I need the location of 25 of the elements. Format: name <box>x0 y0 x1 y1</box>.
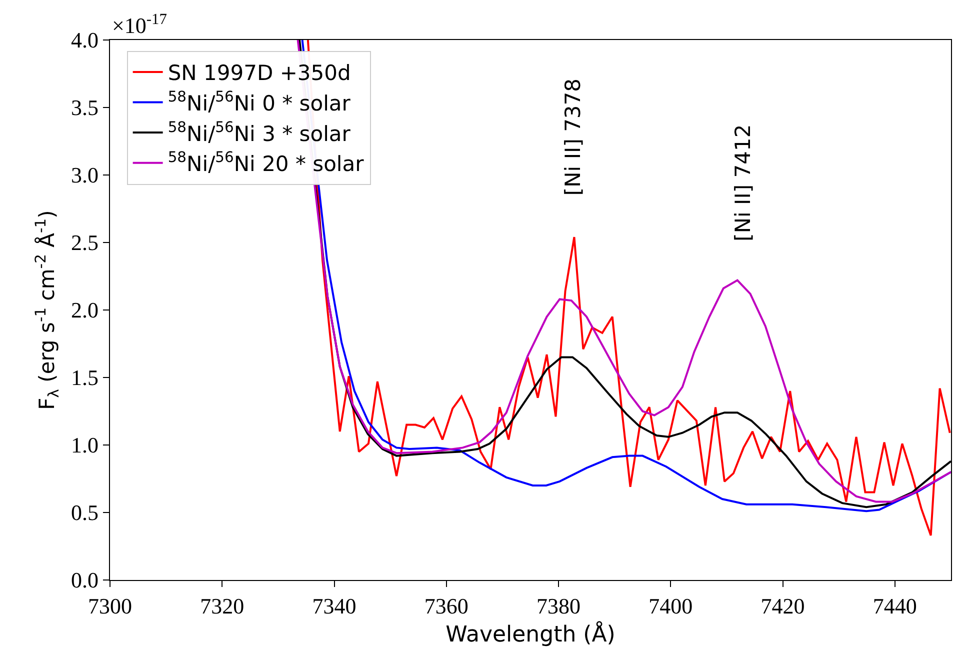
legend-label: $^{58}$Ni/$^{56}$Ni 3 * solar <box>168 118 351 146</box>
y-tick-label: 2.5 <box>71 230 98 256</box>
x-tick-label: 7320 <box>200 594 244 618</box>
x-tick-label: 7380 <box>536 594 581 618</box>
x-tick-label: 7440 <box>872 594 917 618</box>
y-tick-label: 1.5 <box>71 365 98 390</box>
x-tick-label: 7420 <box>760 594 805 618</box>
annotation: [Ni II] 7412 <box>731 124 756 242</box>
x-tick-label: 7400 <box>648 594 693 618</box>
y-tick-label: 2.0 <box>71 298 98 323</box>
y-tick-label: 3.5 <box>71 95 98 120</box>
legend-label: SN 1997D +350d <box>168 61 351 86</box>
y-tick-label: 1.0 <box>71 432 98 458</box>
annotation: [Ni II] 7378 <box>561 78 586 196</box>
text: ×10$^{-17}$ <box>112 11 168 38</box>
x-tick-label: 7340 <box>312 594 356 618</box>
y-tick-label: 3.0 <box>71 162 98 188</box>
y-tick-label: 4.0 <box>71 28 98 53</box>
legend-label: $^{58}$Ni/$^{56}$Ni 0 * solar <box>168 88 351 116</box>
x-axis-title: Wavelength (Å) <box>446 620 616 648</box>
x-tick-label: 7360 <box>424 594 468 618</box>
legend-label: $^{58}$Ni/$^{56}$Ni 20 * solar <box>168 149 364 176</box>
x-tick-label: 7300 <box>88 594 132 618</box>
y-tick-label: 0.0 <box>71 568 98 593</box>
y-tick-label: 0.5 <box>71 500 98 526</box>
